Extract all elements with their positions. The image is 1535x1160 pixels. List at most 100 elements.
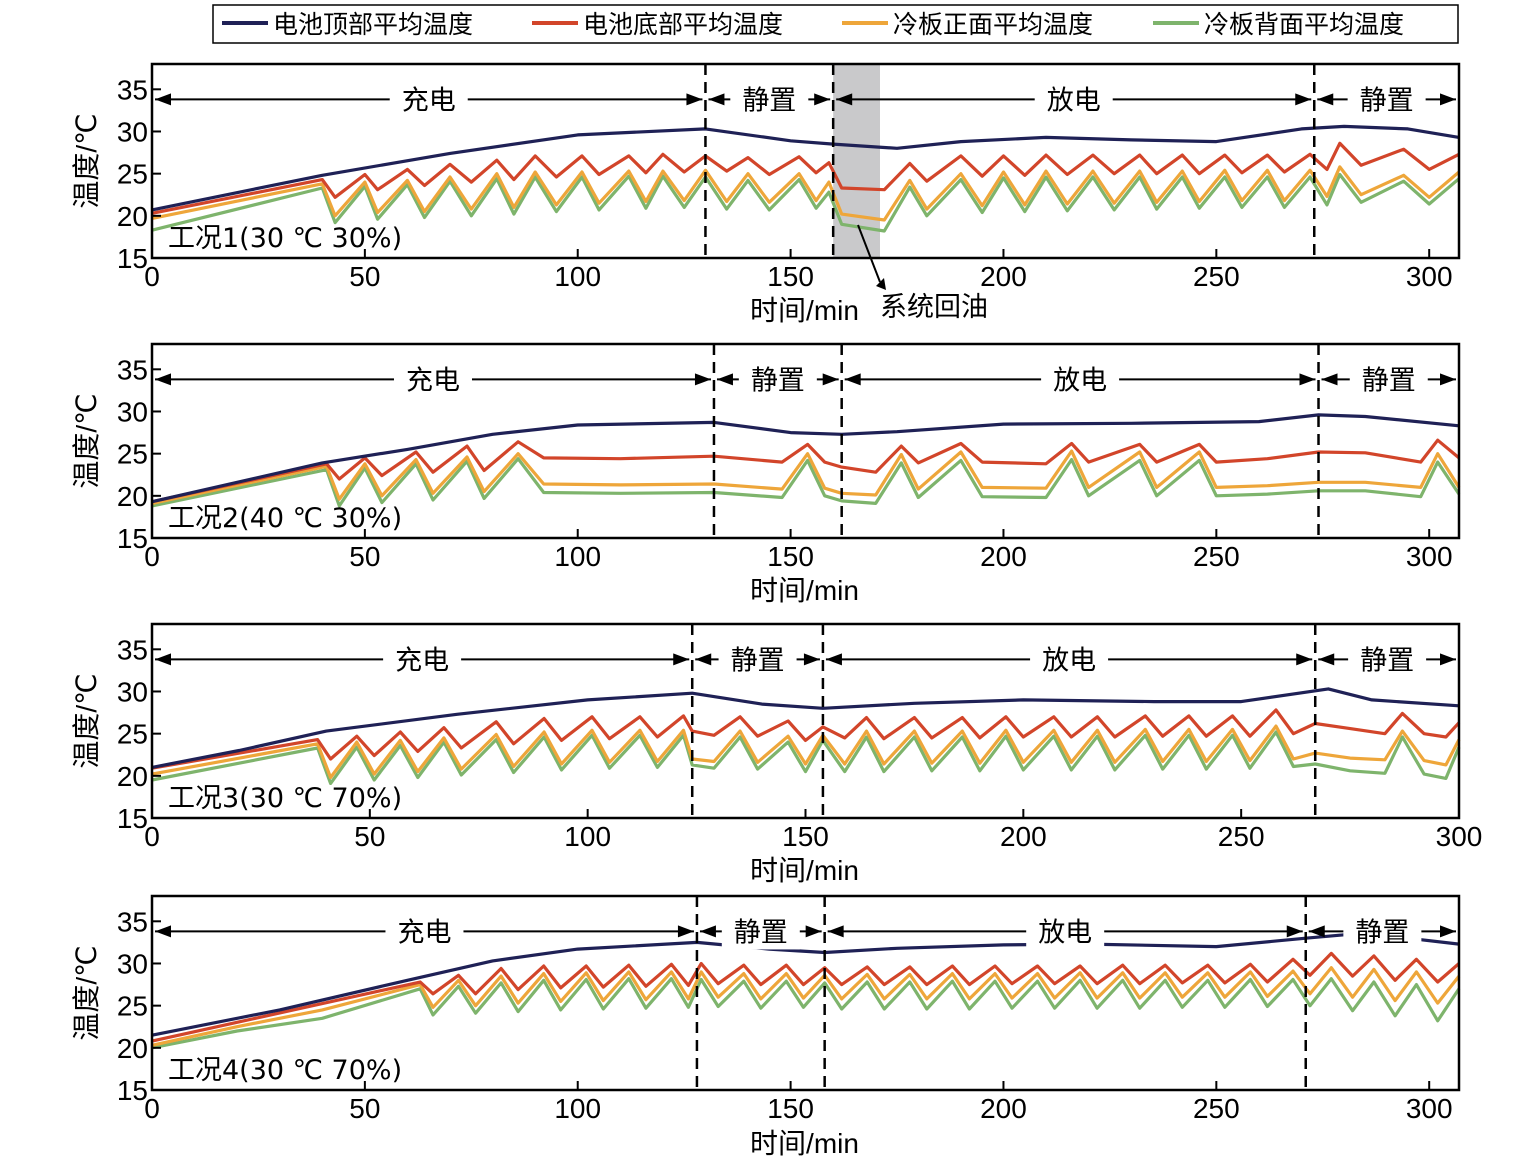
oil-return-annotation: 系统回油 [857,224,988,323]
phase-label-bg [718,641,797,678]
x-axis-label: 时间/min [750,1128,859,1159]
x-tick-label: 150 [767,1093,814,1124]
phase-3: 放电 [827,913,1303,950]
x-tick-label: 0 [144,541,160,572]
phase-arrow-left-head [155,93,171,106]
x-tick-label: 200 [1000,821,1047,852]
phase-2: 静置 [716,361,839,398]
legend: 电池顶部平均温度 电池底部平均温度 冷板正面平均温度 冷板背面平均温度 [212,4,1459,44]
phase-2: 静置 [695,641,820,678]
phase-label: 静置 [731,645,785,676]
legend-label-plate-front: 冷板正面平均温度 [893,10,1093,39]
y-tick-label: 25 [117,159,148,190]
phase-label: 静置 [1355,917,1409,948]
phase-arrow-right-head [1440,653,1456,666]
y-tick-label: 20 [117,1033,148,1064]
x-axis-label: 时间/min [750,295,859,326]
phase-label: 静置 [742,85,796,116]
x-tick-label: 50 [349,541,380,572]
legend-label-plate-back: 冷板背面平均温度 [1204,10,1404,39]
phase-2: 静置 [708,81,831,118]
annotation-label: 系统回油 [880,292,988,323]
y-tick-label: 35 [117,354,148,385]
annotation-arrow-head [876,278,886,290]
x-tick-label: 100 [564,821,611,852]
x-tick-label: 200 [980,541,1027,572]
phase-3: 放电 [825,641,1313,678]
phase-arrow-right-head [1295,93,1312,106]
phase-arrow-left-head [1317,93,1334,106]
x-tick-label: 50 [349,1093,380,1124]
phase-4: 静置 [1321,361,1456,398]
y-tick-label: 15 [117,523,148,554]
phase-label-bg [1349,361,1428,398]
phase-arrow-right-head [673,653,690,666]
phase-label: 放电 [1053,365,1107,396]
series-line-plate-front [151,724,1461,780]
series-line-top [151,933,1460,1037]
y-tick-label: 35 [117,906,148,937]
phase-label: 充电 [402,85,456,116]
phase-arrow-right-head [694,373,711,386]
x-tick-label: 100 [554,541,601,572]
phase-label-bg [1030,641,1109,678]
phase-label: 静置 [1360,645,1414,676]
chart-panel-3: 充电 静置 放电 静置 15 20 25 30 35 0 50 100 150 200 250 300 时间/m… [71,622,1483,886]
legend-label-top: 电池顶部平均温度 [273,10,473,39]
phase-4: 静置 [1317,81,1456,118]
phase-label: 充电 [406,365,460,396]
phase-label-bg [1343,913,1422,950]
x-tick-label: 300 [1436,821,1483,852]
y-tick-label: 30 [117,116,148,147]
condition-label: 工况2(40 ℃ 30%) [168,503,402,534]
series-line-bottom [151,438,1461,504]
phase-arrow-right-head [822,373,839,386]
phase-label-bg [1041,361,1120,398]
phase-1: 充电 [155,361,711,398]
x-tick-label: 300 [1406,1093,1453,1124]
x-tick-label: 0 [144,1093,160,1124]
condition-label: 工况3(30 ℃ 70%) [168,783,402,814]
y-axis-label: 温度/℃ [71,393,102,488]
phase-4: 静置 [1318,641,1456,678]
plot-frame [150,894,1461,1092]
phase-arrow-right-head [686,93,703,106]
phase-arrow-left-head [699,925,716,938]
phase-label-bg [721,913,800,950]
y-tick-label: 15 [117,243,148,274]
y-tick-label: 30 [117,948,148,979]
phase-1: 充电 [155,81,703,118]
x-axis-label: 时间/min [750,575,859,606]
phase-arrow-right-head [1440,925,1456,938]
series-line-plate-back [151,977,1461,1050]
y-axis-label: 温度/℃ [71,673,102,768]
phase-label: 放电 [1042,645,1096,676]
y-tick-label: 15 [117,803,148,834]
phase-label-bg [389,81,468,118]
series-line-bottom [151,951,1461,1043]
series-line-top [151,124,1460,212]
x-tick-label: 300 [1406,541,1453,572]
phase-arrow-right-head [1440,373,1456,386]
x-tick-label: 150 [767,261,814,292]
phase-arrow-left-head [155,653,171,666]
series-line-plate-front [151,449,1461,505]
phase-arrow-left-head [844,373,861,386]
phase-arrow-left-head [836,93,853,106]
series-line-plate-front [151,966,1461,1047]
series-line-bottom [151,141,1460,215]
phase-label-bg [383,641,462,678]
phase-arrow-right-head [1440,93,1456,106]
y-axis-label: 温度/℃ [71,113,102,208]
phase-arrow-right-head [1299,373,1316,386]
phase-arrow-right-head [677,925,694,938]
series-line-top [151,687,1460,769]
phase-arrow-left-head [827,925,844,938]
chart-panel-2: 充电 静置 放电 静置 15 20 25 30 35 0 50 100 150 200 250 300 时间/m… [71,342,1461,606]
phase-arrow-left-head [1318,653,1335,666]
x-tick-label: 50 [349,261,380,292]
x-tick-label: 250 [1193,1093,1240,1124]
phase-3: 放电 [844,361,1316,398]
x-tick-label: 0 [144,821,160,852]
phase-2: 静置 [699,913,822,950]
